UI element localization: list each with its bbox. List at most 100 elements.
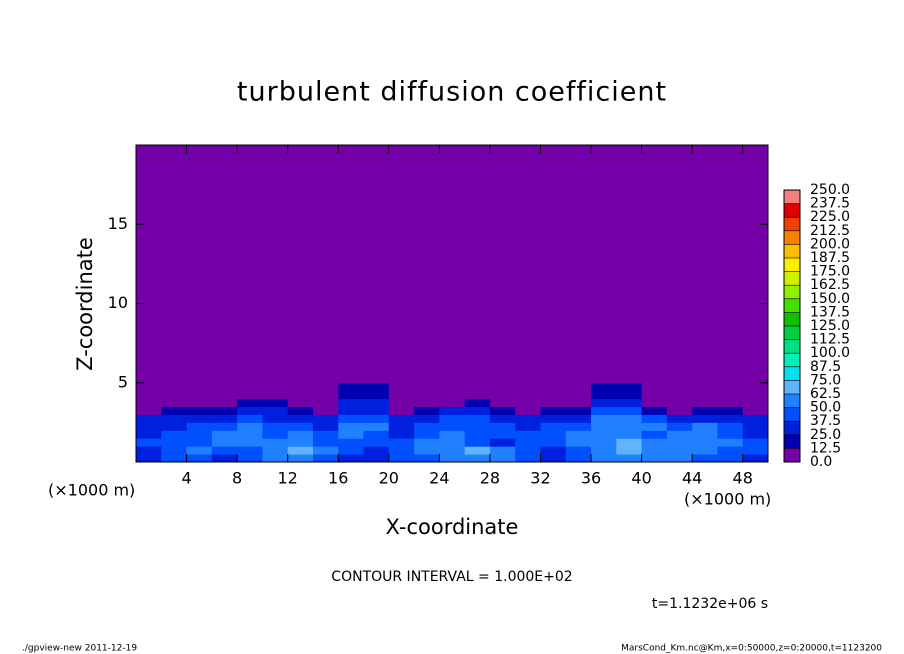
field-cell: [211, 438, 238, 447]
field-cell: [338, 446, 365, 455]
field-cell: [616, 438, 643, 447]
field-cell: [237, 430, 263, 439]
field-cell: [565, 454, 592, 463]
y-tick-label: 10: [108, 293, 128, 312]
field-cell: [464, 430, 491, 439]
field-cell: [136, 446, 162, 455]
colorbar-label: 112.5: [810, 332, 850, 348]
colorbar-label: 50.0: [810, 400, 841, 416]
colorbar-bin: [784, 366, 800, 381]
field-cell: [414, 382, 440, 400]
field-cell: [136, 406, 162, 415]
field-cell: [591, 454, 617, 463]
field-cell: [616, 422, 643, 431]
field-cell: [464, 454, 491, 463]
field-cell: [262, 438, 289, 447]
field-cell: [312, 145, 339, 384]
field-cell: [136, 422, 162, 431]
field-cell: [591, 382, 617, 400]
colorbar-label: 200.0: [810, 236, 850, 252]
field-cell: [363, 145, 390, 384]
field-cell: [414, 454, 440, 463]
colorbar-label: 137.5: [810, 304, 850, 320]
field-cell: [262, 406, 289, 415]
field-cell: [641, 414, 668, 423]
field-cell: [565, 438, 592, 447]
field-cell: [666, 414, 693, 423]
field-cell: [287, 406, 314, 415]
colorbar-bin: [784, 394, 800, 408]
colorbar-label: 62.5: [810, 386, 841, 402]
colorbar-bin: [784, 434, 800, 449]
field-cell: [262, 145, 289, 384]
field-cell: [540, 454, 567, 463]
field-cell: [312, 422, 339, 431]
colorbar-label: 225.0: [810, 209, 850, 225]
field-cell: [666, 438, 693, 447]
field-cell: [161, 454, 188, 463]
field-cell: [237, 382, 263, 400]
field-cell: [717, 454, 744, 463]
field-cell: [414, 398, 440, 408]
field-cell: [565, 430, 592, 439]
field-cell: [692, 446, 718, 455]
colorbar-label: 250.0: [810, 182, 850, 198]
field-cell: [186, 406, 213, 415]
field-cell: [338, 145, 365, 384]
field-cell: [262, 414, 289, 423]
field-cell: [515, 454, 541, 463]
field-cell: [186, 422, 213, 431]
x-tick-label: 28: [480, 469, 500, 488]
x-tick-label: 48: [733, 469, 753, 488]
field-cell: [591, 446, 617, 455]
field-cell: [262, 398, 289, 408]
field-cell: [312, 382, 339, 400]
field-cell: [287, 446, 314, 455]
field-cell: [464, 145, 491, 384]
x-axis-label: X-coordinate: [386, 515, 519, 539]
field-cell: [211, 422, 238, 431]
colorbar-bin: [784, 421, 800, 435]
field-cell: [515, 446, 541, 455]
field-cell: [136, 414, 162, 423]
field-cell: [641, 430, 668, 439]
field-cell: [363, 454, 390, 463]
field-cell: [692, 438, 718, 447]
time-label: t=1.1232e+06 s: [652, 596, 768, 612]
field-cell: [565, 145, 592, 384]
field-cell: [565, 414, 592, 423]
field-cell: [388, 382, 415, 400]
field-cell: [489, 430, 516, 439]
field-cell: [161, 430, 188, 439]
field-cell: [540, 446, 567, 455]
field-cell: [388, 446, 415, 455]
footer-right: MarsCond_Km.nc@Km,x=0:50000,z=0:20000,t=…: [621, 644, 882, 654]
field-cell: [591, 422, 617, 431]
x-tick-label: 24: [429, 469, 449, 488]
field-cell: [666, 422, 693, 431]
field-cell: [616, 382, 643, 400]
field-cell: [464, 406, 491, 415]
field-cell: [312, 406, 339, 415]
colorbar-label: 87.5: [810, 359, 841, 375]
field-cell: [388, 422, 415, 431]
field-cell: [363, 382, 390, 400]
field-cell: [237, 422, 263, 431]
colorbar-label: 75.0: [810, 372, 841, 388]
colorbar-label: 162.5: [810, 277, 850, 293]
field-cell: [186, 446, 213, 455]
field-cell: [489, 422, 516, 431]
field-cell: [692, 382, 718, 400]
field-cell: [717, 446, 744, 455]
field-cell: [565, 422, 592, 431]
field-cell: [211, 414, 238, 423]
field-cell: [489, 382, 516, 400]
field-cell: [186, 382, 213, 400]
field-cell: [666, 398, 693, 408]
field-cell: [287, 430, 314, 439]
colorbar-bin: [784, 380, 800, 394]
field-cell: [515, 422, 541, 431]
field-cell: [591, 430, 617, 439]
field-cell: [692, 406, 718, 415]
